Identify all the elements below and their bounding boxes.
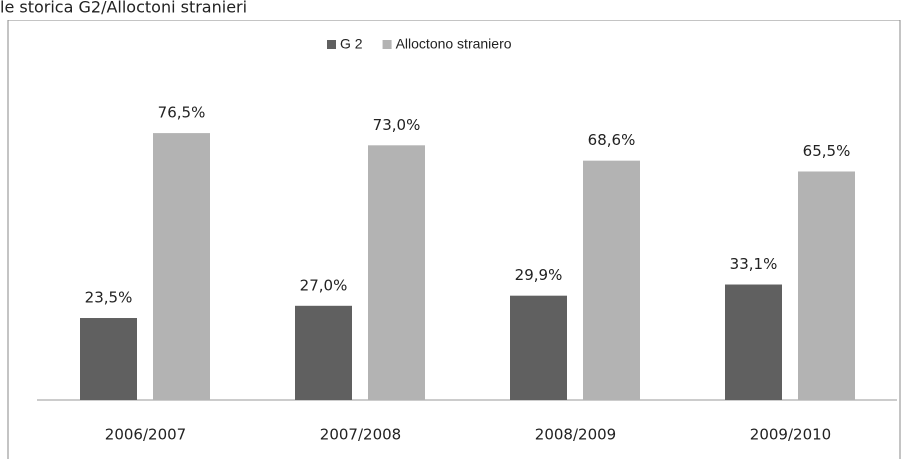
x-tick-label: 2009/2010 [750, 426, 831, 444]
value-label: 68,6% [588, 131, 636, 149]
legend-label: G 2 [340, 36, 363, 52]
title-band [0, 0, 909, 20]
value-label: 29,9% [515, 266, 563, 284]
value-label: 33,1% [730, 255, 778, 273]
bar [510, 295, 567, 400]
bar [798, 171, 855, 400]
legend-swatch [382, 40, 392, 49]
bar [295, 305, 352, 400]
value-label: 65,5% [803, 142, 851, 160]
value-label: 23,5% [85, 289, 133, 307]
value-label: 76,5% [158, 104, 206, 122]
bar [725, 284, 782, 400]
bar [583, 160, 640, 400]
bar [368, 145, 425, 400]
value-label: 27,0% [300, 276, 348, 294]
x-tick-label: 2008/2009 [535, 426, 616, 444]
chart-title: le storica G2/Alloctoni stranieri [0, 0, 247, 17]
legend-label: Alloctono straniero [396, 36, 512, 52]
bar [153, 133, 210, 400]
bar [80, 318, 137, 400]
value-label: 73,0% [373, 116, 421, 134]
x-tick-label: 2007/2008 [320, 426, 401, 444]
legend-swatch [327, 40, 336, 49]
x-tick-label: 2006/2007 [105, 426, 186, 444]
